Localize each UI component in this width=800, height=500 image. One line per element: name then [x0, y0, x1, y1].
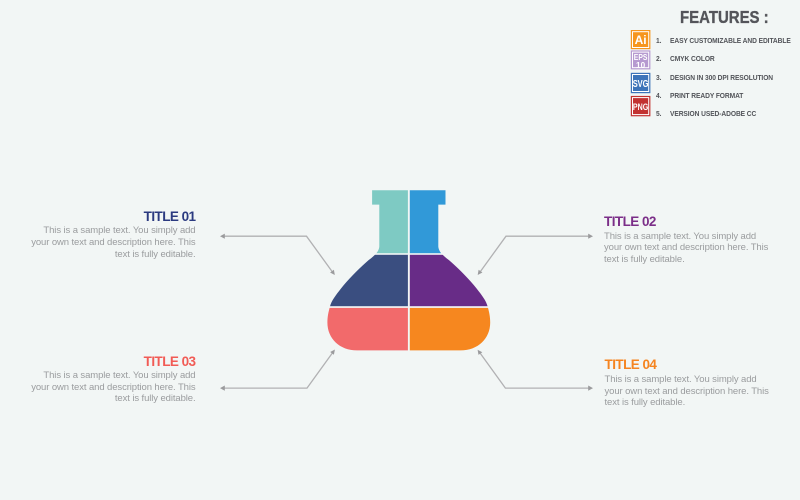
svg-text:Ai: Ai [635, 33, 647, 47]
svg-text:EPS: EPS [634, 52, 648, 62]
svg-text:10: 10 [636, 61, 646, 70]
svg-text:SVG: SVG [633, 79, 649, 90]
svg-text:PNG: PNG [633, 101, 648, 112]
